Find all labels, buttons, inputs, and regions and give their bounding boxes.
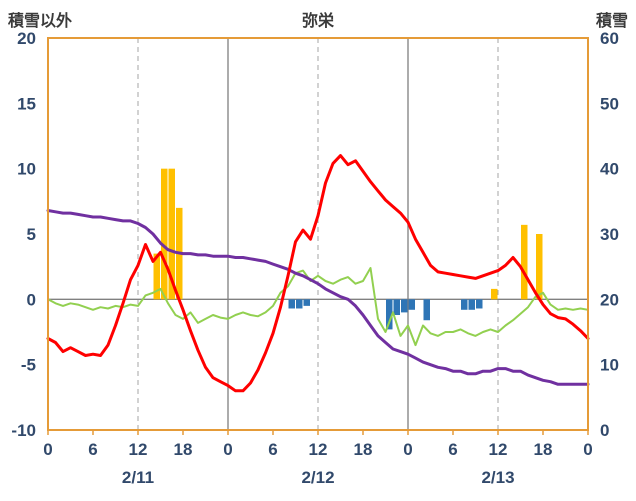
x-axis-tick-label: 18 bbox=[174, 440, 193, 459]
x-axis-tick-label: 12 bbox=[309, 440, 328, 459]
x-axis-tick-label: 0 bbox=[403, 440, 412, 459]
left-axis-tick-label: 5 bbox=[27, 225, 36, 244]
red-line bbox=[46, 154, 590, 393]
right-axis-tick-label: 10 bbox=[600, 356, 619, 375]
x-axis-tick-label: 6 bbox=[448, 440, 457, 459]
x-axis-tick-label: 0 bbox=[43, 440, 52, 459]
x-axis-date-label: 2/11 bbox=[122, 468, 154, 487]
x-axis-tick-label: 18 bbox=[534, 440, 553, 459]
x-axis-date-label: 2/12 bbox=[301, 468, 334, 487]
blue-bars bbox=[386, 299, 393, 330]
blue-bars bbox=[288, 299, 295, 309]
orange-bars bbox=[168, 168, 175, 300]
left-axis-title: 積雪以外 bbox=[8, 13, 73, 30]
blue-bars bbox=[401, 299, 408, 313]
left-axis-tick-label: 0 bbox=[27, 290, 36, 309]
chart-title: 弥栄 bbox=[301, 13, 334, 30]
left-axis-tick-label: -5 bbox=[21, 356, 36, 375]
orange-bars bbox=[491, 288, 498, 300]
right-axis-tick-label: 40 bbox=[600, 160, 619, 179]
blue-bars bbox=[461, 299, 468, 310]
x-axis-tick-label: 12 bbox=[489, 440, 508, 459]
left-axis-tick-label: -10 bbox=[11, 421, 36, 440]
green-line bbox=[47, 267, 589, 347]
x-axis-tick-label: 0 bbox=[583, 440, 592, 459]
x-axis-tick-label: 18 bbox=[354, 440, 373, 459]
x-axis-tick-label: 6 bbox=[268, 440, 277, 459]
purple-line bbox=[46, 209, 590, 386]
left-axis-tick-label: 10 bbox=[17, 160, 36, 179]
orange-bars bbox=[521, 224, 528, 300]
orange-bars bbox=[161, 168, 168, 300]
blue-bars bbox=[476, 299, 483, 309]
right-axis-tick-label: 50 bbox=[600, 94, 619, 113]
blue-bars bbox=[423, 299, 430, 321]
orange-bars bbox=[153, 253, 160, 300]
blue-bars bbox=[468, 299, 475, 310]
x-axis-date-label: 2/13 bbox=[481, 468, 514, 487]
right-axis-title: 積雪 bbox=[595, 13, 628, 30]
x-axis-tick-label: 0 bbox=[223, 440, 232, 459]
blue-bars bbox=[303, 299, 310, 306]
x-axis-tick-label: 12 bbox=[129, 440, 148, 459]
orange-bars bbox=[536, 234, 543, 300]
blue-bars bbox=[393, 299, 400, 316]
left-axis-tick-label: 20 bbox=[17, 29, 36, 48]
blue-bars bbox=[296, 299, 303, 309]
left-axis-tick-label: 15 bbox=[17, 94, 36, 113]
right-axis-tick-label: 60 bbox=[600, 29, 619, 48]
right-axis-tick-label: 30 bbox=[600, 225, 619, 244]
x-axis-tick-label: 6 bbox=[88, 440, 97, 459]
right-axis-tick-label: 0 bbox=[600, 421, 609, 440]
right-axis-tick-label: 20 bbox=[600, 290, 619, 309]
blue-bars bbox=[408, 299, 415, 310]
